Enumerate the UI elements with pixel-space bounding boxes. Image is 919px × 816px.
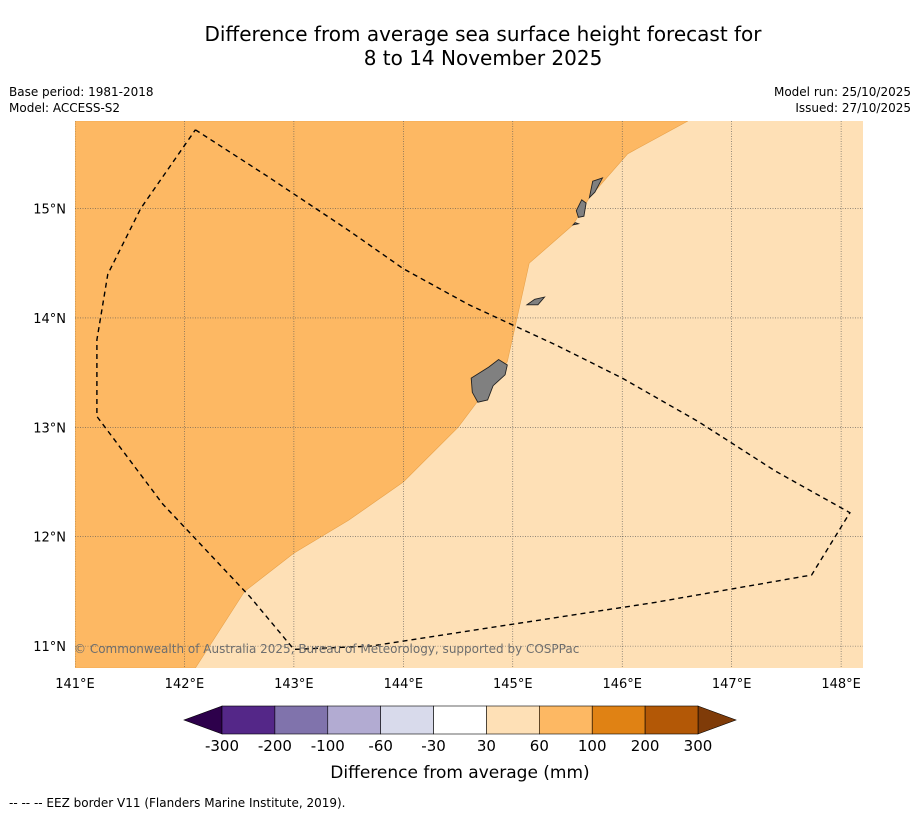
issued-label: Issued: 27/10/2025 xyxy=(795,101,911,115)
colorbar-bin xyxy=(644,705,699,735)
colorbar-bin xyxy=(539,705,593,735)
lat-tick-label: 14°N xyxy=(33,312,66,327)
title-line-2: 8 to 14 November 2025 xyxy=(363,46,603,70)
colorbar-bin xyxy=(380,705,434,735)
colorbar-tick-label: -60 xyxy=(368,737,393,755)
colorbar-bin xyxy=(221,705,276,735)
island-guam xyxy=(470,358,508,403)
colorbar-tick-label: -200 xyxy=(258,737,292,755)
colorbar-title: Difference from average (mm) xyxy=(330,763,589,783)
lon-tick-label: 142°E xyxy=(165,677,205,692)
lon-tick-label: 145°E xyxy=(493,677,533,692)
colorbar-low-extend xyxy=(183,705,223,735)
lon-tick-label: 146°E xyxy=(602,677,642,692)
lat-tick-label: 11°N xyxy=(33,640,66,655)
colorbar-bin xyxy=(433,705,487,735)
colorbar-bin xyxy=(591,705,646,735)
colorbar-tick-label: -100 xyxy=(311,737,345,755)
colorbar-high-extend xyxy=(697,705,737,735)
lon-tick-label: 148°E xyxy=(821,677,861,692)
lat-tick-label: 13°N xyxy=(33,421,66,436)
eez-border-line xyxy=(96,129,851,651)
lon-tick-label: 143°E xyxy=(274,677,314,692)
colorbar-bin xyxy=(327,705,381,735)
island-tinian xyxy=(575,199,587,218)
colorbar-tick-label: 60 xyxy=(530,737,549,755)
copyright-text: © Commonwealth of Australia 2025, Bureau… xyxy=(74,642,579,656)
colorbar-tick-label: -300 xyxy=(205,737,239,755)
colorbar-tick-label: 200 xyxy=(631,737,660,755)
colorbar: -300 -200 -100 -60 -30 30 60 100 200 300 Differenc… xyxy=(183,705,737,783)
island-aguijan xyxy=(571,222,581,226)
colorbar-bin xyxy=(274,705,329,735)
model-label: Model: ACCESS-S2 xyxy=(9,101,121,115)
colorbar-bin xyxy=(486,705,540,735)
colorbar-tick-label: 30 xyxy=(477,737,496,755)
colorbar-tick-label: 300 xyxy=(684,737,713,755)
meta-right: Model run: 25/10/2025 Issued: 27/10/2025 xyxy=(774,84,911,116)
colorbar-tick-label: -30 xyxy=(421,737,446,755)
lat-tick-label: 12°N xyxy=(33,531,66,546)
lat-tick-label: 15°N xyxy=(33,203,66,218)
chart-title: Difference from average sea surface heig… xyxy=(0,22,919,70)
lon-tick-label: 144°E xyxy=(384,677,424,692)
map-plot-area xyxy=(75,121,863,668)
island-saipan xyxy=(588,177,604,199)
island-rota xyxy=(525,296,546,306)
title-line-1: Difference from average sea surface heig… xyxy=(204,22,762,46)
map-panel: © Commonwealth of Australia 2025, Bureau… xyxy=(33,121,863,692)
eez-legend-note: -- -- -- EEZ border V11 (Flanders Marine… xyxy=(9,796,346,810)
colorbar-tick-label: 100 xyxy=(578,737,607,755)
lon-tick-label: 141°E xyxy=(55,677,95,692)
lon-tick-label: 147°E xyxy=(712,677,752,692)
base-period-label: Base period: 1981-2018 xyxy=(9,85,154,99)
model-run-label: Model run: 25/10/2025 xyxy=(773,85,911,99)
meta-left: Base period: 1981-2018 Model: ACCESS-S2 xyxy=(9,84,154,116)
